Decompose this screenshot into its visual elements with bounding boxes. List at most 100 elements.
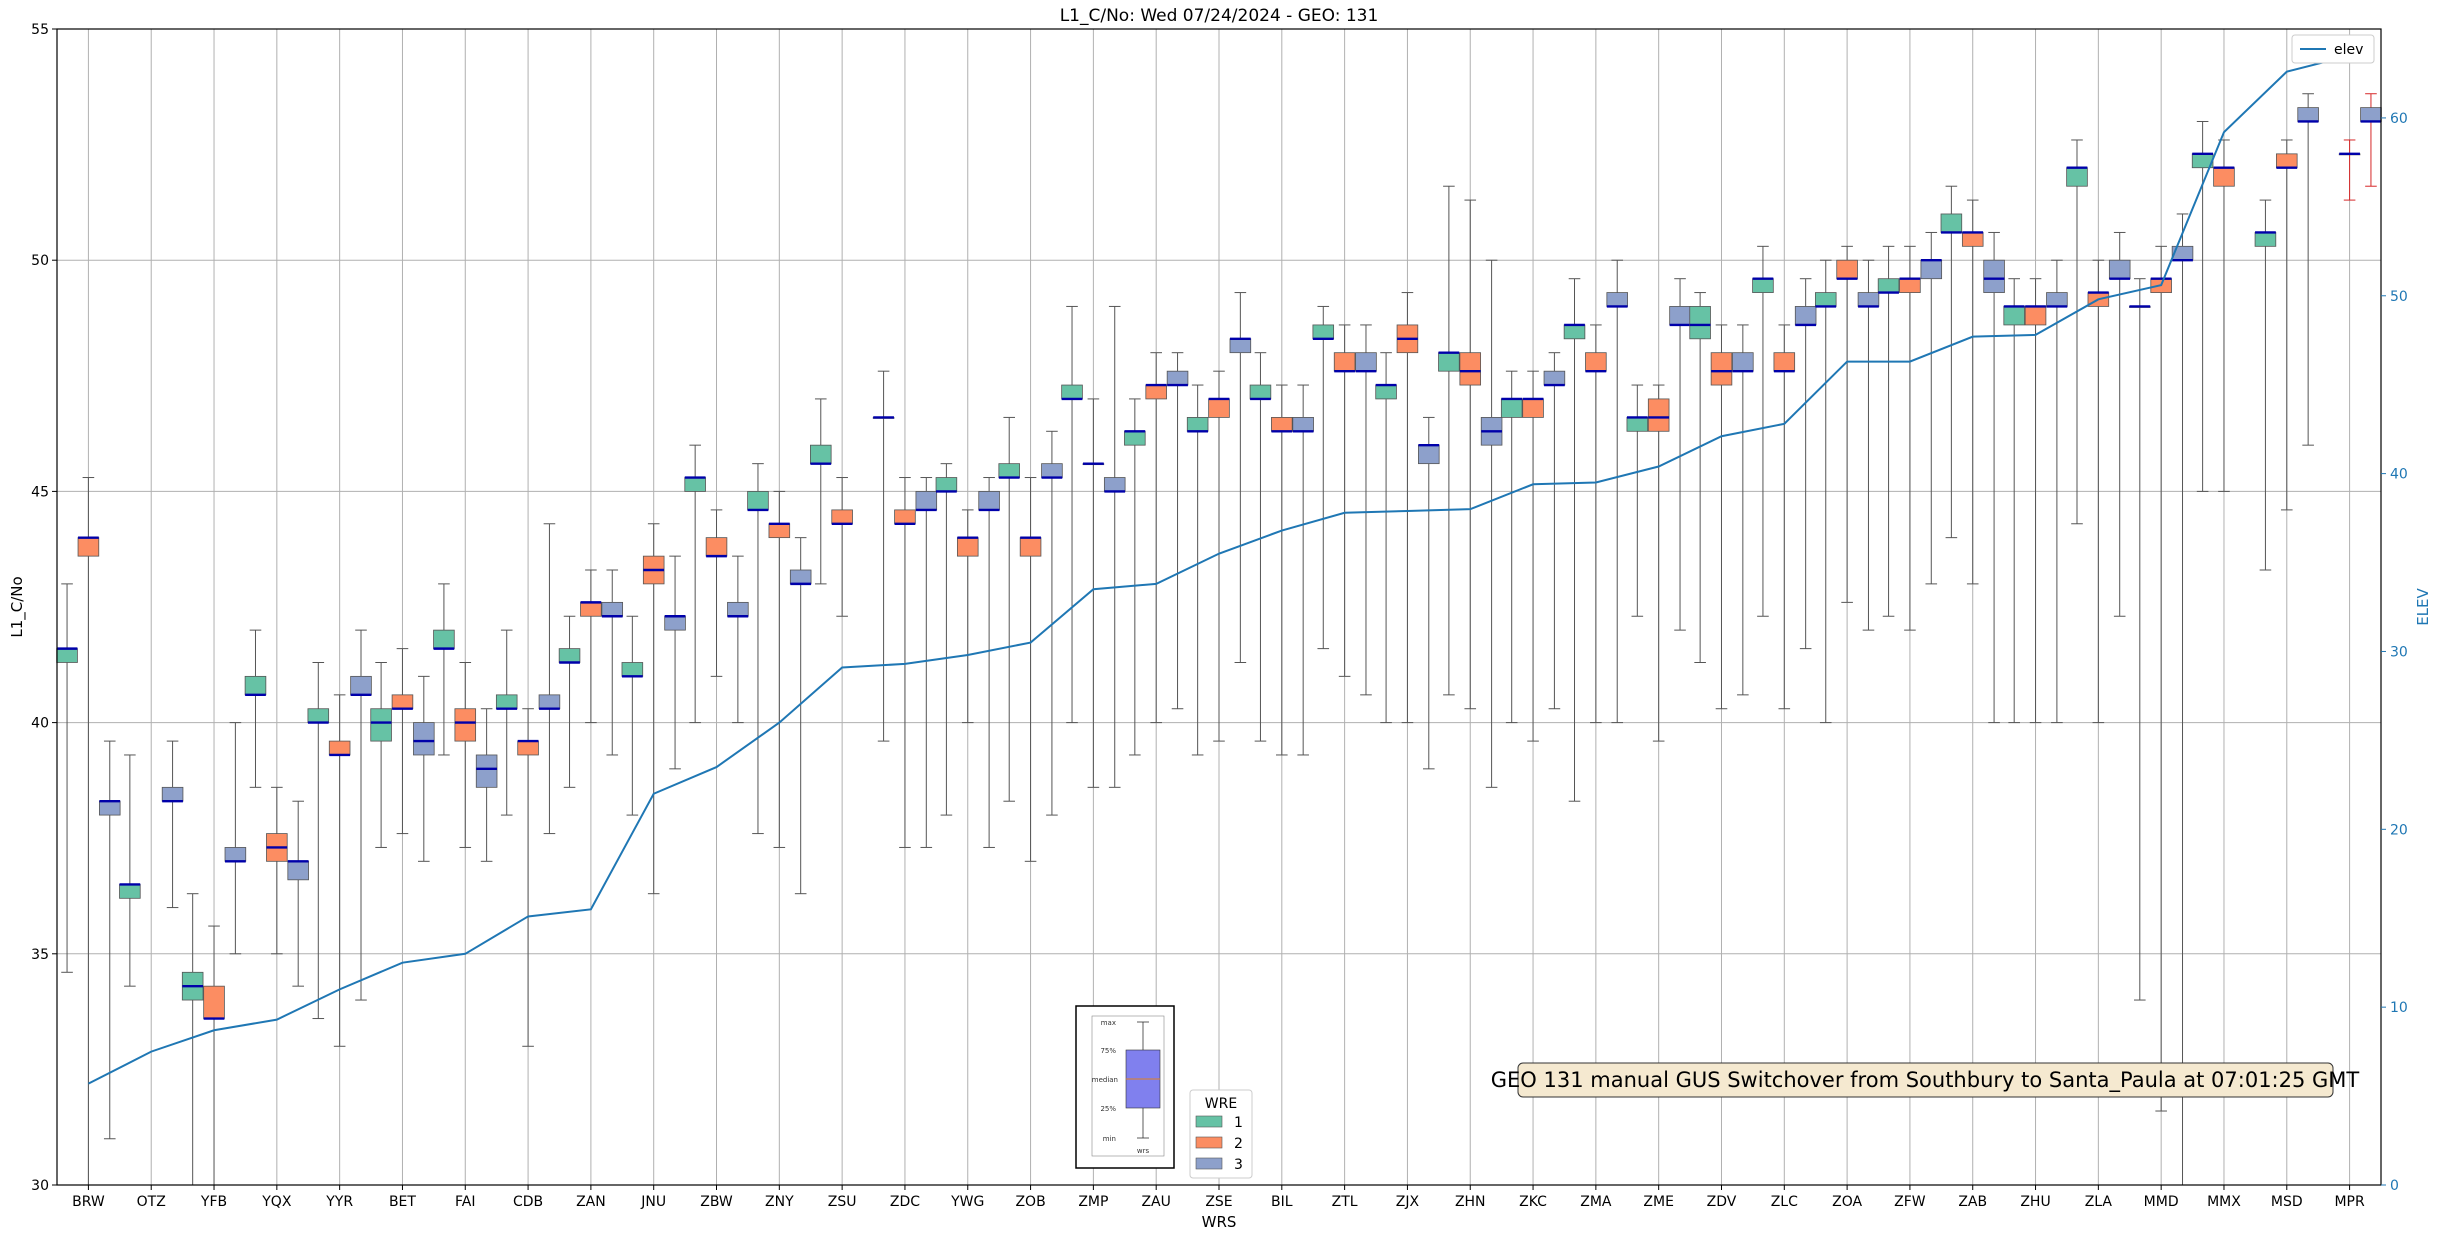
- box-wre-3: [1669, 306, 1691, 326]
- box-wre-2: [328, 740, 351, 756]
- box-wre-3: [1920, 259, 1943, 280]
- box-wre-3: [538, 694, 561, 710]
- box-wre-3: [1983, 259, 2005, 293]
- box-wre-2: [203, 985, 225, 1019]
- whiskers: [61, 93, 2377, 1186]
- box-wre-2: [831, 509, 853, 525]
- x-tick-label: ZTL: [1332, 1194, 1358, 1210]
- box-wre-1: [1124, 430, 1146, 446]
- box-wre-3: [2046, 292, 2068, 307]
- box-wre-3: [1857, 292, 1880, 307]
- box-wre-1: [935, 477, 958, 492]
- y-tick-label: 50: [31, 253, 49, 269]
- x-tick-label: MMX: [2207, 1194, 2241, 1210]
- x-tick-label: YFB: [200, 1194, 227, 1210]
- box-wre-1: [1689, 306, 1711, 340]
- box-wre-3: [1166, 370, 1189, 386]
- wre-legend-label-2: 2: [1234, 1136, 1243, 1152]
- box-wre-2: [1647, 398, 1670, 432]
- box-wre-3: [1543, 370, 1566, 386]
- box-key-x-label: wrs: [1137, 1147, 1150, 1155]
- x-tick-label: ZKC: [1519, 1194, 1547, 1210]
- box-wre-2: [1899, 278, 1921, 293]
- box-wre-3: [727, 601, 749, 617]
- box-wre-3: [98, 800, 121, 816]
- box-wre-3: [350, 675, 372, 696]
- box-key-q3-label: 75%: [1100, 1047, 1116, 1055]
- wre-legend-swatch-3: [1195, 1157, 1223, 1170]
- box-wre-2: [1208, 398, 1230, 418]
- chart-title: L1_C/No: Wed 07/24/2024 - GEO: 131: [1060, 6, 1379, 26]
- box-wre-1: [558, 648, 581, 663]
- box-wre-1: [621, 662, 644, 677]
- box-wre-2: [391, 694, 414, 710]
- box-wre-1: [1877, 278, 1900, 293]
- box-wre-2: [1961, 232, 1984, 247]
- y2-axis-label: ELEV: [2414, 587, 2432, 625]
- box-wre-2: [2024, 306, 2047, 326]
- box-wre-2: [1019, 537, 1042, 557]
- box-wre-2: [2213, 167, 2235, 187]
- box-wre-1: [2254, 232, 2277, 247]
- y-tick-label: 35: [31, 947, 49, 963]
- box-wre-1: [1375, 384, 1397, 400]
- box-wre-1: [1626, 417, 1649, 432]
- box-wre-1: [1563, 324, 1586, 340]
- y2-tick-label: 60: [2390, 111, 2408, 127]
- y2-tick-label: 50: [2390, 289, 2408, 305]
- y2-tick-label: 0: [2390, 1178, 2399, 1194]
- y-tick-label: 45: [31, 484, 49, 500]
- box-wre-1: [1061, 384, 1083, 400]
- box-wre-1: [1312, 324, 1335, 340]
- box-wre-1: [370, 708, 392, 742]
- box-wre-3: [1103, 477, 1126, 492]
- y-tick-labels: 30 35 40 45 50 55: [31, 22, 57, 1194]
- x-tick-label: ZNY: [765, 1194, 794, 1210]
- box-wre-3: [475, 754, 498, 788]
- x-tick-label: ZMA: [1580, 1194, 1612, 1210]
- box-wre-1: [244, 675, 267, 696]
- box-wre-3: [601, 601, 624, 617]
- x-tick-label: YYR: [325, 1194, 353, 1210]
- elev-legend-frame: [2291, 34, 2375, 64]
- box-wre-3: [2360, 107, 2382, 122]
- y-tick-label: 55: [31, 22, 49, 38]
- box-wre-1: [747, 490, 769, 511]
- y2-tick-label: 20: [2390, 822, 2408, 838]
- box-wre-2: [454, 708, 477, 742]
- x-tick-label: BRW: [72, 1194, 105, 1210]
- x-tick-label: ZOB: [1015, 1194, 1045, 1210]
- box-wre-2: [1145, 384, 1167, 400]
- box-wre-2: [768, 523, 791, 539]
- wre-legend-swatch-2: [1195, 1136, 1223, 1149]
- x-tick-label: ZHN: [1455, 1194, 1486, 1210]
- box-wre-2: [1836, 259, 1858, 280]
- box-wre-1: [307, 708, 330, 724]
- wre-legend-label-1: 1: [1234, 1115, 1243, 1131]
- box-wre-3: [1229, 338, 1252, 354]
- elev-legend: elev: [2291, 34, 2375, 64]
- annotation-text: GEO 131 manual GUS Switchover from South…: [1491, 1068, 2360, 1093]
- box-wre-1: [684, 477, 706, 492]
- x-tick-label: ZAN: [576, 1194, 606, 1210]
- box-wre-1: [1249, 384, 1272, 400]
- wre-legend-frame: [1189, 1089, 1253, 1179]
- x-tick-label: ZDV: [1707, 1194, 1737, 1210]
- box-wre-3: [1292, 417, 1314, 432]
- x-tick-label: ZBW: [700, 1194, 733, 1210]
- x-tick-label: ZFW: [1894, 1194, 1926, 1210]
- box-wre-1: [433, 629, 455, 650]
- box-wre-1: [998, 463, 1020, 478]
- y2-tick-label: 10: [2390, 1000, 2408, 1016]
- x-tick-label: ZMP: [1078, 1194, 1108, 1210]
- box-wre-3: [1794, 306, 1817, 326]
- x-tick-label: MMD: [2144, 1194, 2179, 1210]
- x-tick-label: CDB: [513, 1194, 543, 1210]
- box-wre-3: [1041, 463, 1063, 478]
- box-wre-2: [1271, 417, 1293, 432]
- box-wre-3: [664, 615, 686, 631]
- x-tick-label: FAI: [455, 1194, 475, 1210]
- x-tick-label: ZHU: [2020, 1194, 2050, 1210]
- wre-legend-swatch-1: [1195, 1115, 1223, 1128]
